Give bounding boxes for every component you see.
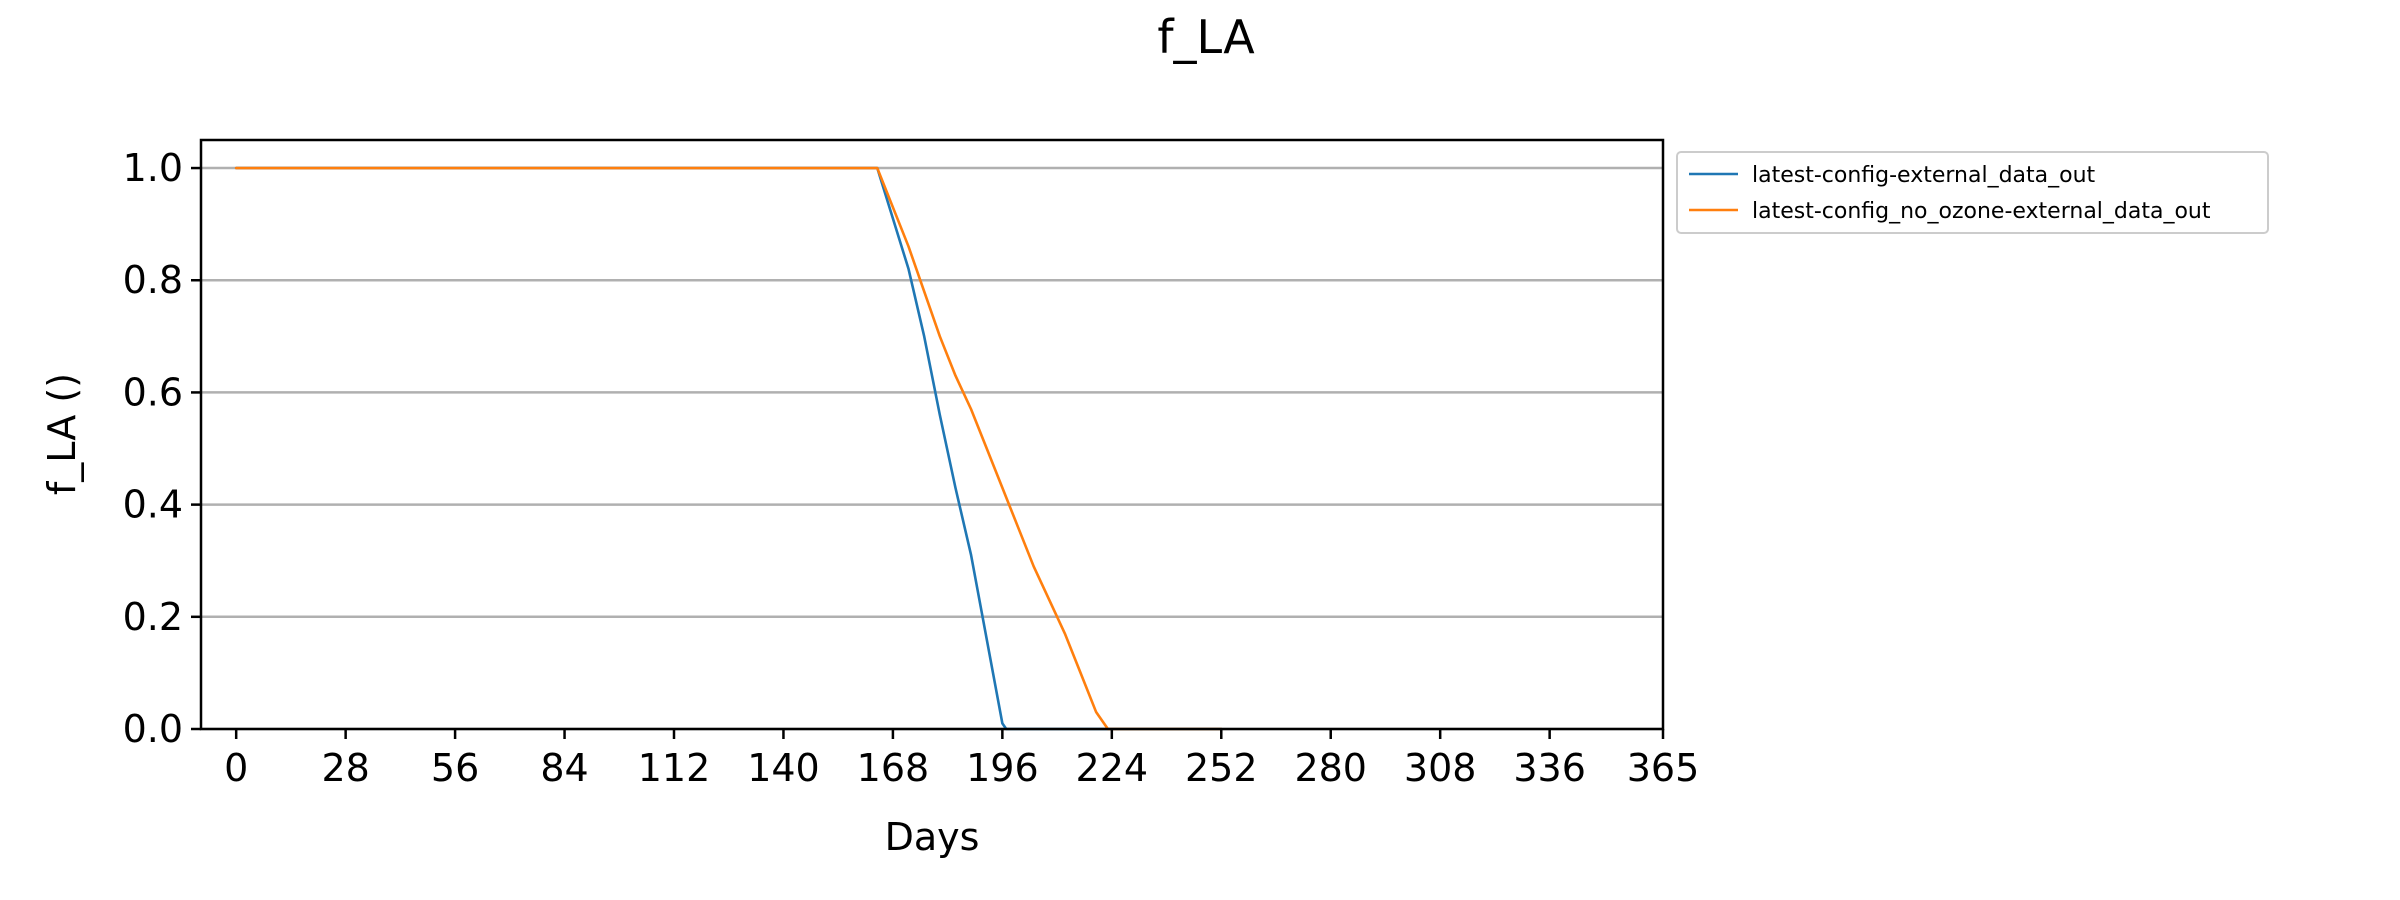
y-axis-ticks: 0.0 0.2 0.4 0.6 0.8 1.0 [123,146,201,751]
x-tick-label: 112 [638,746,711,790]
x-tick-label: 0 [224,746,248,790]
x-tick-label: 84 [540,746,588,790]
y-tick-label: 0.4 [123,483,183,527]
series-line-2 [234,166,1223,731]
chart-title: f_LA [1157,10,1255,64]
x-tick-label: 365 [1627,746,1700,790]
legend: latest-config-external_data_out latest-co… [1676,151,2269,234]
legend-items: latest-config-external_data_out latest-co… [1689,163,2211,224]
y-axis-label: f_LA () [40,373,84,495]
x-tick-label: 196 [966,746,1039,790]
y-tick-label: 0.6 [123,370,183,414]
x-tick-label: 28 [321,746,369,790]
legend-label: latest-config-external_data_out [1752,163,2096,188]
y-tick-label: 0.8 [123,258,183,302]
y-tick-label: 1.0 [123,146,183,190]
x-tick-label: 140 [747,746,820,790]
x-tick-label: 280 [1294,746,1367,790]
y-tick-label: 0.2 [123,595,183,639]
x-axis-label: Days [885,815,980,859]
y-tick-label: 0.0 [123,707,183,751]
x-tick-label: 168 [857,746,930,790]
x-tick-label: 308 [1404,746,1477,790]
x-axis-ticks: 0 28 56 84 112 140 168 196 224 252 280 308 336 365 [224,729,1699,790]
x-tick-label: 252 [1185,746,1258,790]
plot-area-frame [199,138,1665,731]
x-tick-label: 56 [431,746,479,790]
legend-box [1676,151,2269,234]
x-tick-label: 224 [1076,746,1149,790]
legend-label: latest-config_no_ozone-external_data_out [1752,199,2211,224]
x-tick-label: 336 [1513,746,1586,790]
